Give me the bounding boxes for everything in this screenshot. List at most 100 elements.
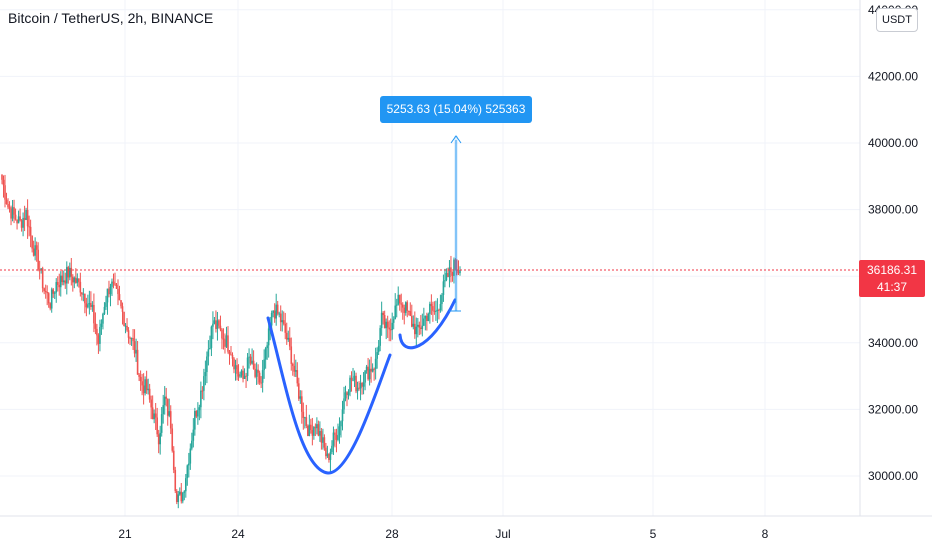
candle-body	[76, 278, 79, 283]
candle-body	[272, 310, 274, 313]
candle-body	[178, 491, 181, 495]
candle-body	[8, 207, 11, 209]
candle-body	[145, 379, 148, 391]
candle-body	[41, 268, 44, 289]
candle-body	[231, 354, 234, 359]
candle-body	[87, 304, 89, 308]
candle-body	[445, 273, 448, 281]
candle-body	[85, 303, 88, 308]
candle-body	[221, 329, 223, 339]
candle-body	[454, 259, 457, 270]
candle-body	[380, 312, 383, 329]
time-axis[interactable]: 21 24 28 Jul 5 8	[0, 515, 932, 541]
cup-pattern-curve	[266, 316, 392, 475]
candle-body	[251, 360, 253, 364]
y-tick-label: 30000.00	[868, 469, 918, 483]
candle-body	[102, 313, 104, 324]
candle-body	[358, 387, 360, 389]
candle-body	[410, 315, 413, 327]
candle-body	[368, 368, 371, 380]
candle-body	[126, 325, 128, 331]
candle-body	[133, 341, 136, 354]
candle-body	[302, 411, 305, 418]
candle-body	[73, 277, 76, 283]
candle-body	[22, 217, 24, 228]
candle-body	[264, 348, 267, 360]
candle-body	[304, 417, 306, 419]
candle-body	[123, 311, 125, 327]
candle-body	[17, 216, 20, 224]
candle-body	[72, 276, 74, 283]
candle-body	[81, 292, 83, 295]
candle-body	[99, 326, 101, 344]
candle-body	[296, 370, 299, 384]
candle-body	[192, 429, 195, 441]
candle-body	[261, 370, 264, 383]
currency-button[interactable]: USDT	[876, 8, 918, 32]
current-price-badge: 36186.31 41:37	[859, 260, 925, 297]
candle-body	[5, 199, 8, 205]
candle-body	[436, 309, 439, 311]
candle-body	[430, 303, 433, 307]
candle-body	[245, 375, 247, 377]
candle-body	[257, 369, 259, 373]
candle-body	[398, 294, 401, 304]
candle-body	[415, 326, 418, 335]
candle-body	[382, 312, 384, 316]
candle-body	[32, 248, 35, 256]
candle-body	[329, 452, 332, 460]
x-tick-label: 24	[231, 527, 245, 541]
candle-body	[236, 365, 238, 374]
candle-body	[341, 409, 344, 422]
candle-body	[94, 323, 97, 329]
candle-body	[50, 289, 53, 309]
candle-body	[169, 411, 172, 429]
candle-body	[400, 303, 403, 305]
drawings	[0, 135, 860, 475]
candle-body	[347, 392, 350, 396]
candle-body	[224, 339, 226, 347]
candle-body	[49, 303, 52, 309]
candle-body	[191, 440, 193, 449]
candle-body	[105, 302, 107, 307]
candle-body	[96, 328, 98, 336]
candle-body	[248, 356, 250, 358]
y-tick-label: 32000.00	[868, 402, 918, 416]
candle-body	[4, 185, 6, 200]
candle-body	[160, 414, 163, 433]
candle-body	[135, 349, 137, 354]
candle-body	[138, 374, 140, 377]
candle-body	[56, 282, 59, 285]
candle-body	[144, 379, 146, 394]
candle-body	[438, 309, 440, 311]
candle-body	[225, 335, 228, 347]
candle-body	[120, 300, 122, 307]
candle-body	[228, 351, 231, 355]
price-axis[interactable]: 30000.0032000.0034000.0036000.0038000.00…	[859, 0, 918, 516]
candle-body	[151, 407, 154, 420]
grid	[0, 0, 860, 516]
candle-body	[429, 303, 431, 314]
candle-body	[344, 392, 347, 399]
candle-body	[62, 280, 65, 283]
candle-body	[165, 396, 168, 399]
candles	[1, 174, 461, 509]
candle-body	[157, 434, 160, 445]
candle-body	[328, 453, 330, 460]
candle-body	[31, 235, 33, 249]
candle-body	[370, 368, 372, 372]
y-tick-label: 38000.00	[868, 203, 918, 217]
candle-body	[404, 302, 407, 313]
candle-body	[38, 269, 41, 271]
candle-body	[397, 294, 400, 305]
candle-body	[266, 345, 268, 349]
candle-body	[35, 245, 38, 250]
candle-body	[11, 207, 14, 219]
candle-body	[338, 426, 341, 436]
candle-body	[181, 492, 184, 502]
candle-body	[276, 304, 279, 314]
candle-body	[13, 207, 15, 215]
candle-body	[287, 337, 290, 340]
candle-body	[423, 318, 425, 326]
